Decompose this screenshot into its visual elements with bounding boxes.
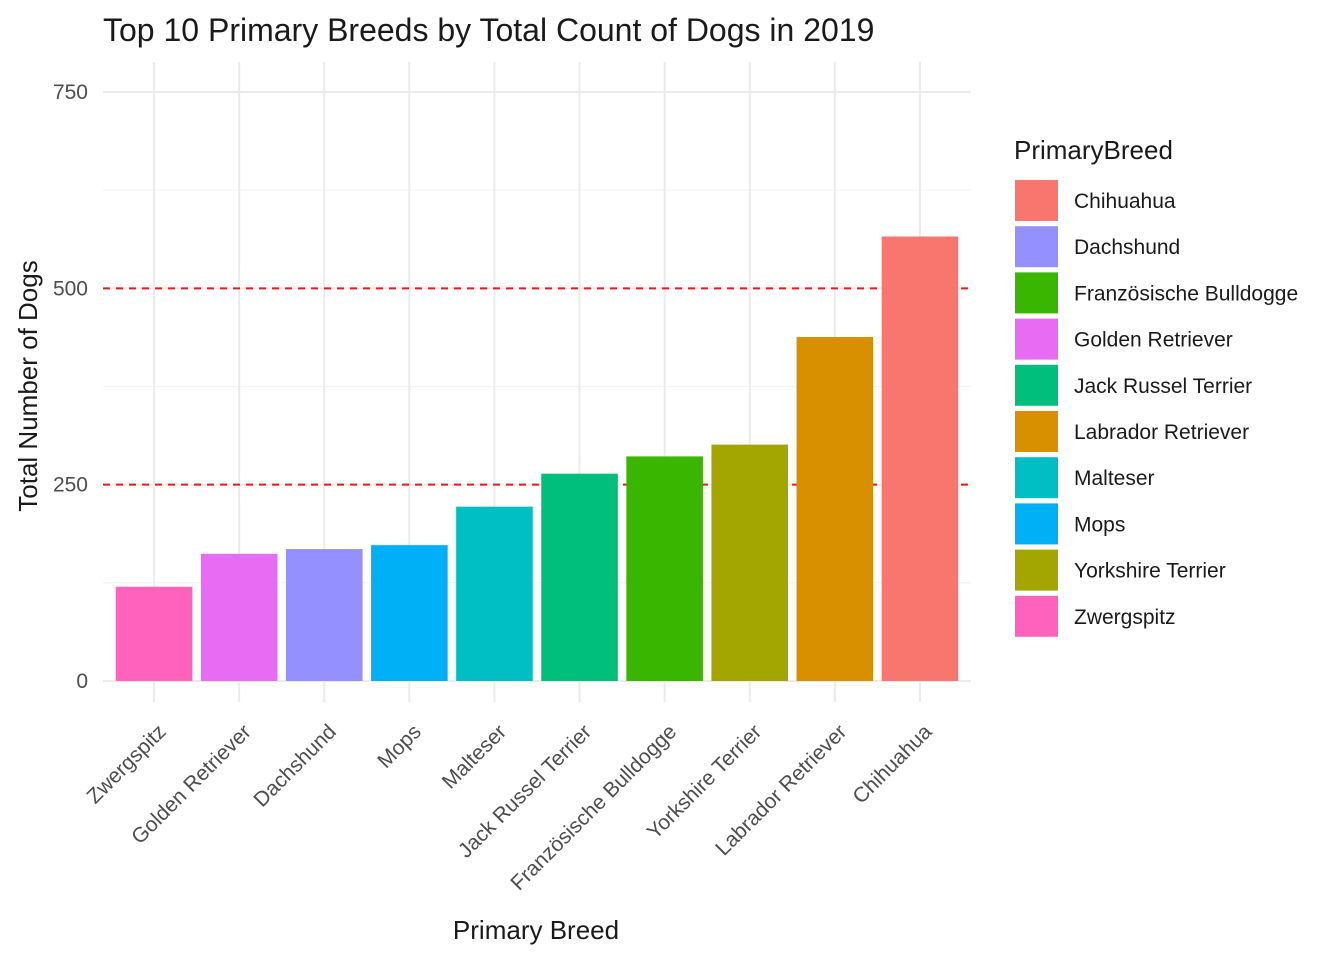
bar-zwergspitz [115,586,193,681]
x-tick-label: Malteser [438,720,511,793]
bar-mops [371,545,448,681]
legend-label: Labrador Retriever [1074,421,1249,444]
bar-malteser [456,506,533,681]
legend-key [1015,595,1058,637]
bars [115,236,959,681]
legend-label: Malteser [1074,467,1155,490]
legend-items: Chihuahua Dachshund Französische Bulldogge… [1015,180,1298,637]
x-axis-title: Primary Breed [453,915,619,945]
legend-key [1015,457,1058,499]
y-axis-title: Total Number of Dogs [13,260,43,511]
legend-label: Französische Bulldogge [1074,282,1298,305]
x-tick-label: Mops [373,720,426,773]
legend-label: Chihuahua [1074,190,1176,213]
y-tick-label: 500 [53,277,88,300]
bar-golden-retriever [200,553,278,681]
legend-label: Dachshund [1074,236,1180,259]
legend-label: Yorkshire Terrier [1074,560,1226,583]
legend-label: Zwergspitz [1074,606,1176,629]
x-tick-label: Dachshund [249,720,340,811]
y-tick-label: 750 [53,81,88,104]
legend-label: Jack Russel Terrier [1074,375,1252,398]
legend-key [1015,503,1058,545]
chart-title: Top 10 Primary Breeds by Total Count of … [103,12,874,48]
legend-title: PrimaryBreed [1014,135,1173,165]
y-tick-label: 0 [76,670,88,693]
bar-yorkshire-terrier [711,444,789,681]
legend-label: Mops [1074,513,1125,536]
x-tick-label: Chihuahua [848,720,936,808]
bar-dachshund [285,549,363,681]
legend-key [1015,411,1058,452]
legend-key [1015,318,1058,360]
legend-label: Golden Retriever [1074,329,1233,352]
legend-key [1015,226,1058,268]
legend-key [1015,364,1058,406]
y-axis-ticks: 0 250 500 750 [53,81,88,693]
x-tick-label: Zwergspitz [83,720,171,808]
bar-chihuahua [881,236,959,681]
legend-key [1015,272,1058,314]
bar-labrador-retriever [796,337,874,681]
legend-key [1015,180,1058,221]
x-tick-label: Französische Bulldogge [506,720,681,895]
legend: PrimaryBreed Chihuahua Dachshund Französis… [1014,135,1298,637]
bar-jack-russel-terrier [541,473,618,681]
reference-lines [103,287,971,486]
legend-key [1015,549,1058,591]
y-tick-label: 250 [53,474,88,497]
bar-franz-sische-bulldogge [626,456,703,681]
